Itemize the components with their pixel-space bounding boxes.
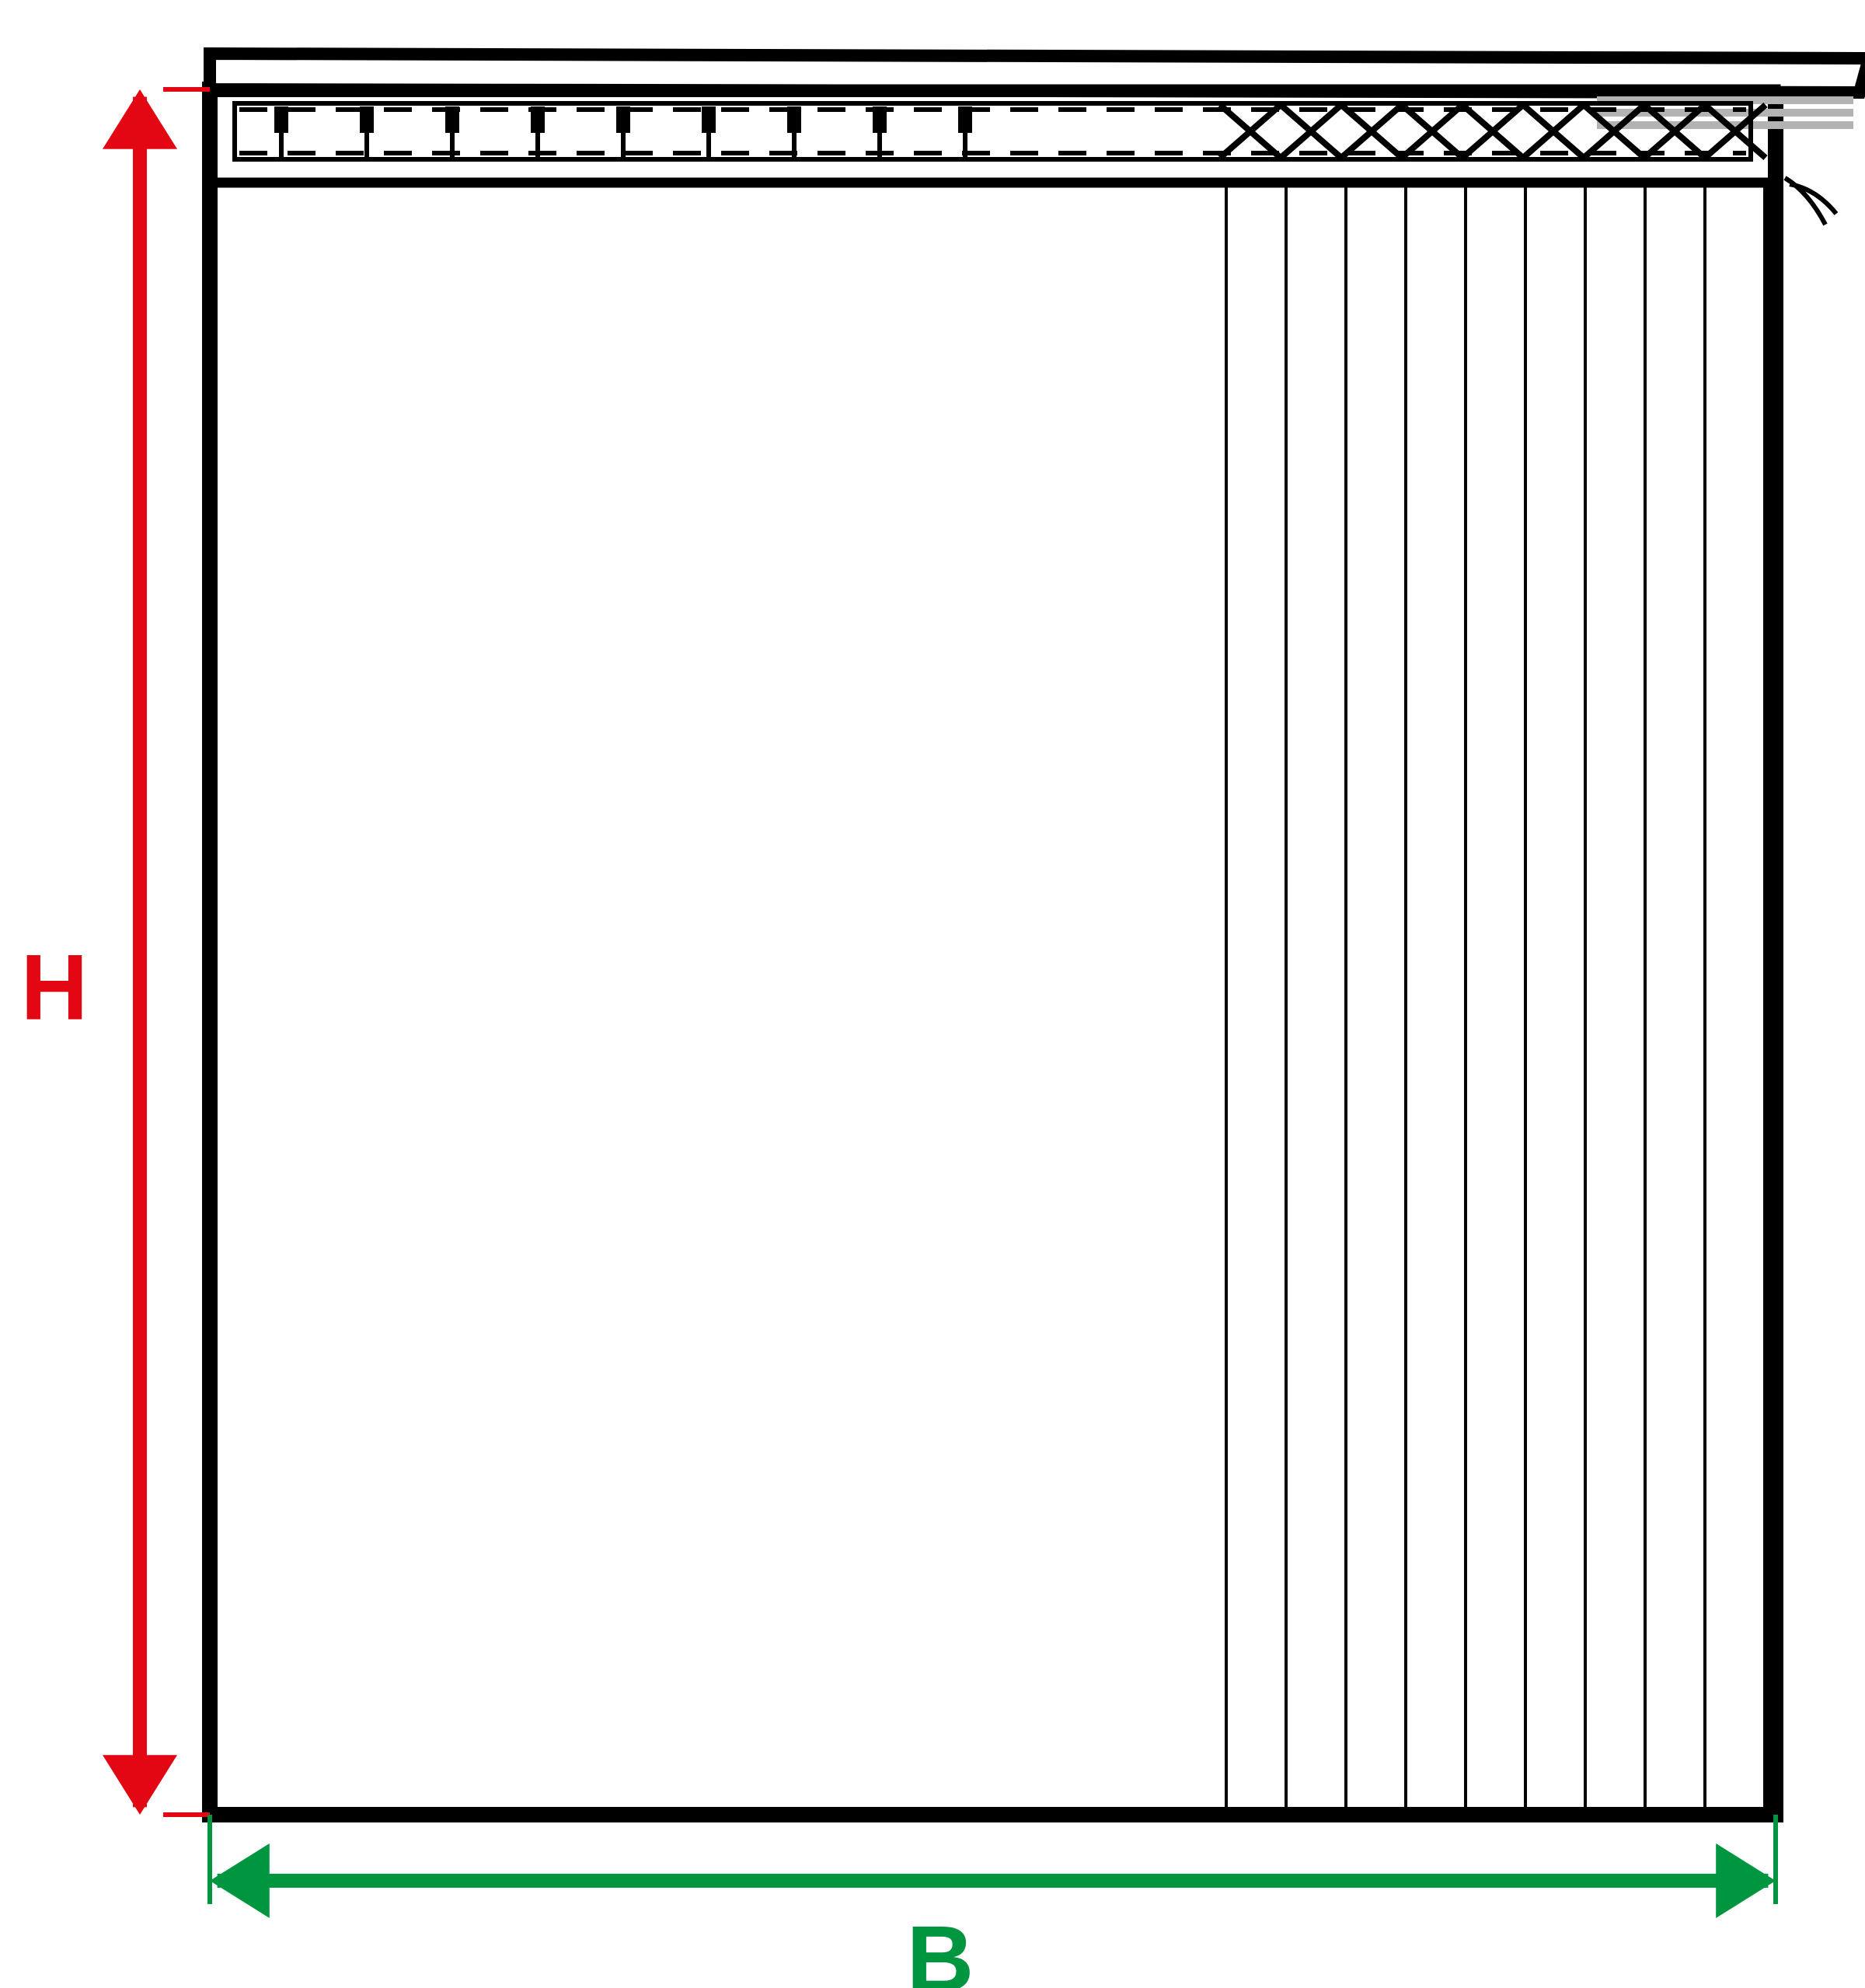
width-arrow-left bbox=[210, 1843, 270, 1918]
height-label: H bbox=[21, 936, 89, 1040]
width-label: B bbox=[907, 1907, 974, 1988]
dimension-annotations: HB bbox=[21, 89, 1776, 1988]
window-frame bbox=[210, 89, 1776, 1815]
height-arrow-bottom bbox=[103, 1755, 177, 1815]
width-arrow-right bbox=[1716, 1843, 1776, 1918]
blind-diagram bbox=[210, 54, 1865, 1815]
pull-cord bbox=[1785, 178, 1836, 225]
height-arrow-top bbox=[103, 89, 177, 149]
